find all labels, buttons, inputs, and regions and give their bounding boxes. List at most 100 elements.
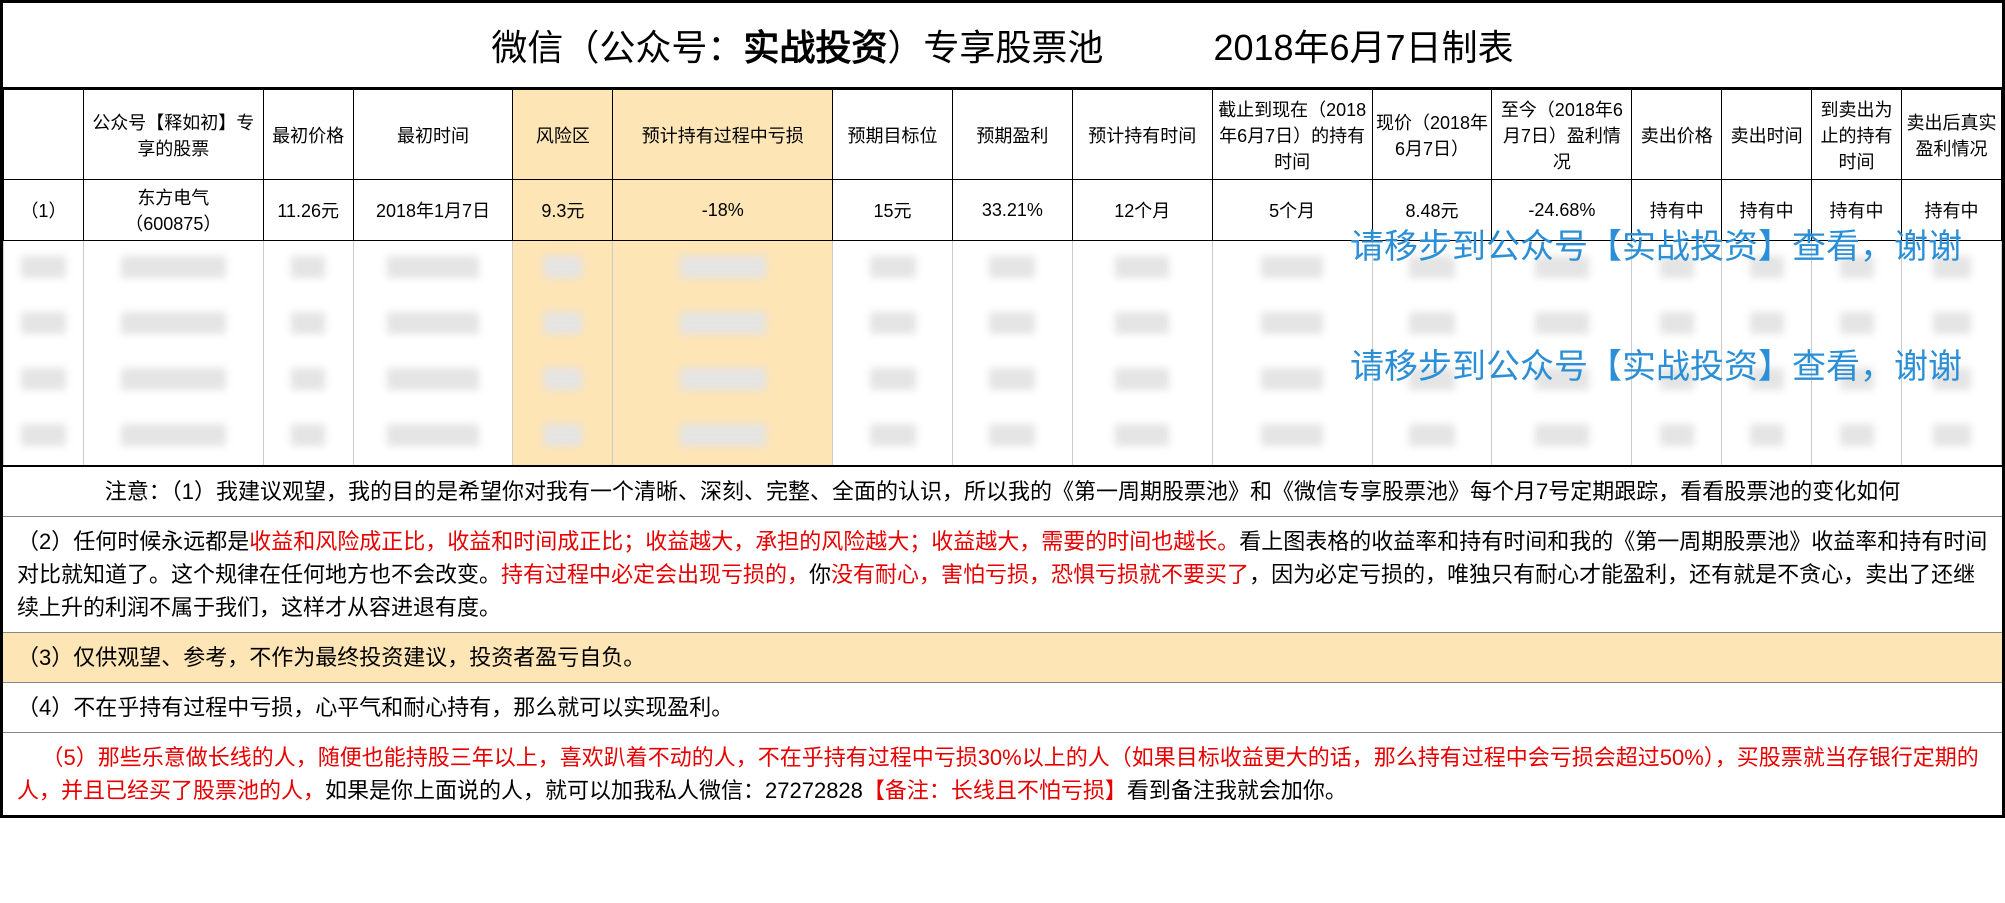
blur-cell	[1750, 368, 1784, 390]
blur-cell	[21, 256, 66, 278]
blur-cell	[1535, 424, 1589, 446]
r1-target: 15元	[833, 180, 953, 241]
blur-cell	[1840, 368, 1874, 390]
blur-cell	[1750, 424, 1784, 446]
blur-cell	[121, 312, 226, 334]
blur-cell	[1409, 368, 1455, 390]
blur-cell	[1933, 312, 1971, 334]
note-5: （5）那些乐意做长线的人，随便也能持股三年以上，喜欢趴着不动的人，不在乎持有过程…	[3, 733, 2002, 815]
blur-cell	[1840, 312, 1874, 334]
blur-cell	[291, 368, 325, 390]
blur-cell	[1261, 256, 1323, 278]
blur-cell	[870, 368, 916, 390]
r1-idx: （1）	[4, 180, 84, 241]
blur-cell	[1933, 368, 1971, 390]
h2: 最初价格	[263, 90, 353, 180]
blur-cell	[1660, 256, 1694, 278]
blur-cell	[291, 312, 325, 334]
document-container: 微信（公众号：实战投资）专享股票池 2018年6月7日制表 公众号【释如初】专享…	[0, 0, 2005, 818]
blur-cell	[680, 368, 766, 390]
blur-cell	[1933, 424, 1971, 446]
blur-cell	[387, 256, 480, 278]
blur-cell	[870, 312, 916, 334]
h10: 现价（2018年6月7日）	[1372, 90, 1492, 180]
blur-cell	[21, 368, 66, 390]
n5d: 看到备注我就会加你。	[1127, 778, 1347, 803]
stock-table: 公众号【释如初】专享的股票 最初价格 最初时间 风险区 预计持有过程中亏损 预期…	[3, 89, 2002, 241]
r1-s1: 持有中	[1632, 180, 1722, 241]
r1-name-top: 东方电气	[86, 184, 261, 210]
blur-cell	[544, 256, 582, 278]
header-row: 公众号【释如初】专享的股票 最初价格 最初时间 风险区 预计持有过程中亏损 预期…	[4, 90, 2002, 180]
blur-cell	[1535, 368, 1589, 390]
n2b: 收益和风险成正比，收益和时间成正比；收益越大，承担的风险越大；收益越大，需要的时…	[249, 529, 1239, 554]
blur-cell	[21, 312, 66, 334]
n2e: 你	[809, 562, 831, 587]
blur-cell	[387, 424, 480, 446]
blur-cell	[1261, 368, 1323, 390]
blur-cell	[121, 256, 226, 278]
blur-cell	[544, 424, 582, 446]
blur-cell	[870, 424, 916, 446]
blur-cell	[1409, 256, 1455, 278]
blur-cell	[121, 424, 226, 446]
h6: 预期目标位	[833, 90, 953, 180]
blur-cell	[1933, 256, 1971, 278]
r1-time0: 2018年1月7日	[353, 180, 513, 241]
r1-held: 5个月	[1212, 180, 1372, 241]
h0	[4, 90, 84, 180]
note-3: （3）仅供观望、参考，不作为最终投资建议，投资者盈亏自负。	[3, 633, 2002, 683]
n5b: 如果是你上面说的人，就可以加我私人微信：27272828	[325, 778, 863, 803]
blur-cell	[1660, 424, 1694, 446]
blur-cell	[1261, 424, 1323, 446]
blur-cell	[544, 312, 582, 334]
r1-risk: 9.3元	[513, 180, 613, 241]
blur-cell	[387, 368, 480, 390]
r1-loss: -18%	[613, 180, 833, 241]
blur-cell	[1660, 368, 1694, 390]
blur-cell	[1840, 424, 1874, 446]
blur-cell	[989, 256, 1035, 278]
note-4: （4）不在乎持有过程中亏损，心平气和耐心持有，那么就可以实现盈利。	[3, 683, 2002, 733]
table-wrapper: 公众号【释如初】专享的股票 最初价格 最初时间 风险区 预计持有过程中亏损 预期…	[3, 89, 2002, 465]
r1-s3: 持有中	[1812, 180, 1902, 241]
blur-cell	[989, 424, 1035, 446]
h11: 至今（2018年6月7日）盈利情况	[1492, 90, 1632, 180]
r1-profit: 33.21%	[952, 180, 1072, 241]
blur-cell	[1840, 256, 1874, 278]
n2f: 没有耐心，害怕亏损，恐惧亏损就不要买了	[831, 562, 1249, 587]
h9: 截止到现在（2018年6月7日）的持有时间	[1212, 90, 1372, 180]
blur-cell	[1409, 312, 1455, 334]
title-suffix: ）专享股票池	[887, 27, 1103, 68]
blur-cell	[1115, 312, 1169, 334]
blur-row	[4, 297, 2002, 353]
notes-section: 注意：（1）我建议观望，我的目的是希望你对我有一个清晰、深刻、完整、全面的认识，…	[3, 465, 2002, 815]
h12: 卖出价格	[1632, 90, 1722, 180]
blur-cell	[387, 312, 480, 334]
h3: 最初时间	[353, 90, 513, 180]
r1-pl: -24.68%	[1492, 180, 1632, 241]
r1-s2: 持有中	[1722, 180, 1812, 241]
n2d: 持有过程中必定会出现亏损的，	[501, 562, 809, 587]
blur-cell	[291, 256, 325, 278]
r1-name: 东方电气 （600875）	[83, 180, 263, 241]
blur-row	[4, 353, 2002, 409]
blur-cell	[1535, 256, 1589, 278]
r1-s4: 持有中	[1902, 180, 2002, 241]
blur-cell	[544, 368, 582, 390]
blur-cell	[680, 256, 766, 278]
blur-cell	[1115, 424, 1169, 446]
blur-cell	[1115, 256, 1169, 278]
title-bold: 实战投资	[743, 27, 887, 68]
blur-cell	[989, 368, 1035, 390]
blur-cell	[1660, 312, 1694, 334]
title-row: 微信（公众号：实战投资）专享股票池 2018年6月7日制表	[3, 3, 2002, 89]
blur-cell	[1750, 256, 1784, 278]
blur-cell	[870, 256, 916, 278]
h7: 预期盈利	[952, 90, 1072, 180]
h4: 风险区	[513, 90, 613, 180]
h5: 预计持有过程中亏损	[613, 90, 833, 180]
blur-cell	[1750, 312, 1784, 334]
title-prefix: 微信（公众号：	[491, 27, 743, 68]
blur-cell	[1261, 312, 1323, 334]
